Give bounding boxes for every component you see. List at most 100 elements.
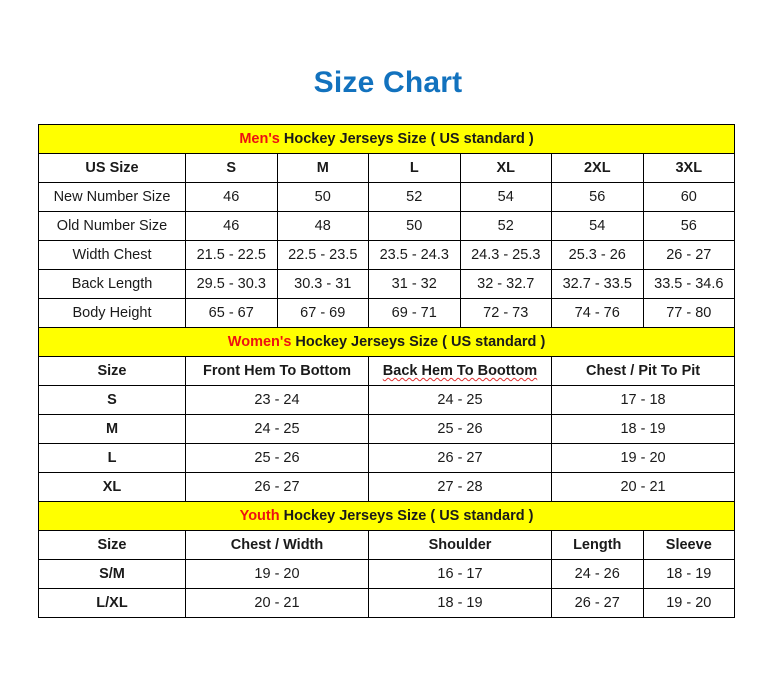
section-heading-accent: Men's <box>239 131 280 147</box>
table-cell: 18 - 19 <box>368 588 552 618</box>
table-row: New Number Size 46 50 52 54 56 60 <box>38 182 736 212</box>
column-header: US Size <box>38 153 186 183</box>
section-heading-rest: Hockey Jerseys Size ( US standard ) <box>279 131 534 147</box>
table-cell: 33.5 - 34.6 <box>642 269 736 299</box>
table-cell: 46 <box>185 182 278 212</box>
table-cell: 26 - 27 <box>642 240 736 270</box>
column-header-row-womens: Size Front Hem To Bottom Back Hem To Boott… <box>38 356 736 386</box>
table-cell: 24 - 25 <box>185 414 369 444</box>
size-chart-table: Men's Hockey Jerseys Size ( US standard … <box>37 124 736 618</box>
section-heading-row-mens: Men's Hockey Jerseys Size ( US standard … <box>37 124 736 154</box>
column-header-row-youth: Size Chest / Width Shoulder Length Sleeve <box>38 530 736 560</box>
table-cell: 25.3 - 26 <box>551 240 644 270</box>
column-header-row-mens: US Size S M L XL 2XL 3XL <box>38 153 736 183</box>
table-cell: 60 <box>642 182 736 212</box>
table-cell: 48 <box>276 211 369 241</box>
row-label: L <box>38 443 186 473</box>
table-row: Back Length 29.5 - 30.3 30.3 - 31 31 - 32 32… <box>38 269 736 299</box>
table-cell: 46 <box>185 211 278 241</box>
size-chart-body: Men's Hockey Jerseys Size ( US standard … <box>37 124 736 618</box>
table-cell: 24.3 - 25.3 <box>459 240 552 270</box>
table-row: L 25 - 26 26 - 27 19 - 20 <box>38 443 736 473</box>
column-header: Shoulder <box>368 530 552 560</box>
table-cell: 56 <box>642 211 736 241</box>
table-cell: 20 - 21 <box>550 472 736 502</box>
table-row: Width Chest 21.5 - 22.5 22.5 - 23.5 23.5 - … <box>38 240 736 270</box>
table-cell: 32 - 32.7 <box>459 269 552 299</box>
table-cell: 26 - 27 <box>551 588 644 618</box>
table-cell: 56 <box>551 182 644 212</box>
table-cell: 50 <box>368 211 461 241</box>
column-header: S <box>185 153 278 183</box>
table-cell: 32.7 - 33.5 <box>551 269 644 299</box>
section-heading-rest: Hockey Jerseys Size ( US standard ) <box>279 508 534 524</box>
table-row: Body Height 65 - 67 67 - 69 69 - 71 72 - 73 7… <box>38 298 736 328</box>
table-cell: 26 - 27 <box>368 443 552 473</box>
misspelled-text: Back Hem To Boottom <box>382 363 538 379</box>
table-cell: 20 - 21 <box>185 588 369 618</box>
column-header: Chest / Width <box>185 530 369 560</box>
row-label: XL <box>38 472 186 502</box>
section-heading-mens: Men's Hockey Jerseys Size ( US standard … <box>37 124 736 154</box>
row-label: Old Number Size <box>38 211 186 241</box>
section-heading-row-womens: Women's Hockey Jerseys Size ( US standar… <box>37 327 736 357</box>
section-heading-youth: Youth Hockey Jerseys Size ( US standard … <box>37 501 736 531</box>
table-cell: 16 - 17 <box>368 559 552 589</box>
column-header: Length <box>551 530 644 560</box>
table-cell: 26 - 27 <box>185 472 369 502</box>
table-cell: 65 - 67 <box>185 298 278 328</box>
table-cell: 52 <box>459 211 552 241</box>
table-cell: 77 - 80 <box>642 298 736 328</box>
table-cell: 19 - 20 <box>642 588 736 618</box>
table-row: M 24 - 25 25 - 26 18 - 19 <box>38 414 736 444</box>
table-cell: 30.3 - 31 <box>276 269 369 299</box>
table-cell: 54 <box>551 211 644 241</box>
column-header: Front Hem To Bottom <box>185 356 369 386</box>
table-cell: 17 - 18 <box>550 385 736 415</box>
table-cell: 54 <box>459 182 552 212</box>
section-heading-row-youth: Youth Hockey Jerseys Size ( US standard … <box>37 501 736 531</box>
size-chart-table-wrapper: Men's Hockey Jerseys Size ( US standard … <box>37 124 736 618</box>
table-cell: 18 - 19 <box>642 559 736 589</box>
table-row: S/M 19 - 20 16 - 17 24 - 26 18 - 19 <box>38 559 736 589</box>
table-cell: 29.5 - 30.3 <box>185 269 278 299</box>
table-cell: 27 - 28 <box>368 472 552 502</box>
column-header: Chest / Pit To Pit <box>550 356 736 386</box>
table-cell: 19 - 20 <box>185 559 369 589</box>
table-cell: 67 - 69 <box>276 298 369 328</box>
section-heading-womens: Women's Hockey Jerseys Size ( US standar… <box>37 327 736 357</box>
table-cell: 18 - 19 <box>550 414 736 444</box>
table-cell: 23.5 - 24.3 <box>368 240 461 270</box>
table-cell: 22.5 - 23.5 <box>276 240 369 270</box>
table-row: Old Number Size 46 48 50 52 54 56 <box>38 211 736 241</box>
table-cell: 69 - 71 <box>368 298 461 328</box>
column-header: Back Hem To Boottom <box>368 356 552 386</box>
row-label: S <box>38 385 186 415</box>
table-row: S 23 - 24 24 - 25 17 - 18 <box>38 385 736 415</box>
row-label: M <box>38 414 186 444</box>
table-cell: 21.5 - 22.5 <box>185 240 278 270</box>
row-label: L/XL <box>38 588 186 618</box>
page-title: Size Chart <box>313 66 463 99</box>
table-cell: 25 - 26 <box>185 443 369 473</box>
table-row: L/XL 20 - 21 18 - 19 26 - 27 19 - 20 <box>38 588 736 618</box>
column-header: Sleeve <box>642 530 736 560</box>
table-cell: 52 <box>368 182 461 212</box>
table-cell: 72 - 73 <box>459 298 552 328</box>
row-label: Width Chest <box>38 240 186 270</box>
table-cell: 25 - 26 <box>368 414 552 444</box>
column-header: XL <box>459 153 552 183</box>
table-cell: 24 - 25 <box>368 385 552 415</box>
column-header: 3XL <box>642 153 736 183</box>
table-cell: 74 - 76 <box>551 298 644 328</box>
row-label: New Number Size <box>38 182 186 212</box>
section-heading-accent: Youth <box>239 508 280 524</box>
table-cell: 24 - 26 <box>551 559 644 589</box>
table-cell: 19 - 20 <box>550 443 736 473</box>
table-row: XL 26 - 27 27 - 28 20 - 21 <box>38 472 736 502</box>
section-heading-rest: Hockey Jerseys Size ( US standard ) <box>291 334 546 350</box>
column-header: Size <box>38 356 186 386</box>
table-cell: 50 <box>276 182 369 212</box>
column-header: Size <box>38 530 186 560</box>
